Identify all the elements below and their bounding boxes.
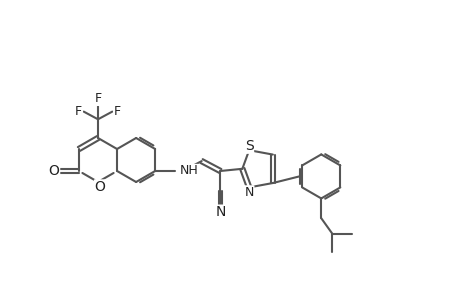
Text: O: O (95, 180, 105, 194)
Text: S: S (244, 139, 253, 153)
Text: NH: NH (179, 164, 198, 178)
Text: O: O (49, 164, 60, 178)
Text: N: N (244, 186, 253, 199)
Text: F: F (75, 105, 82, 118)
Text: N: N (215, 205, 225, 219)
Text: F: F (94, 92, 101, 105)
Text: F: F (113, 105, 121, 118)
